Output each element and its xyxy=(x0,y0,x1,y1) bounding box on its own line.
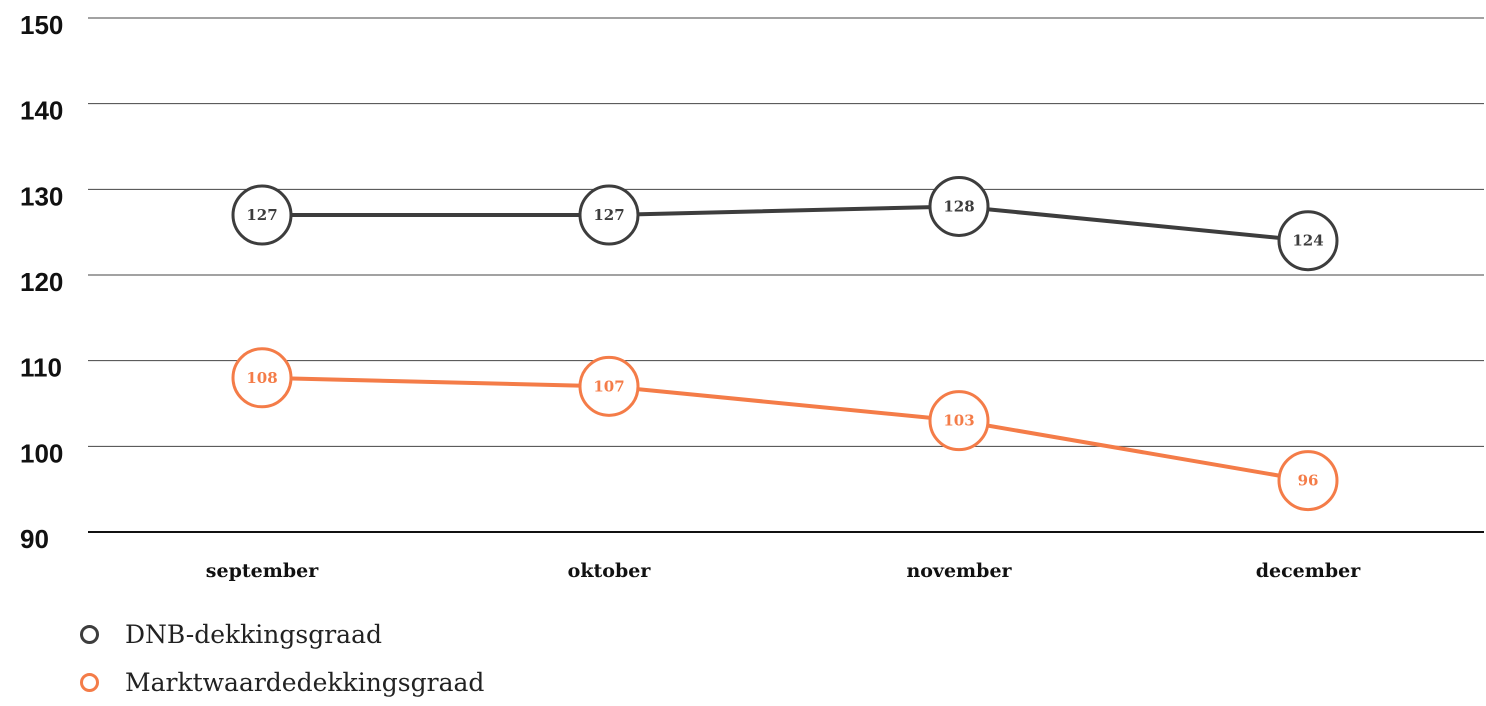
data-label: 127 xyxy=(593,206,624,224)
line-chart: 150 140 130 120 110 100 90 september oktober nov… xyxy=(20,10,1484,582)
data-point xyxy=(1277,450,1339,512)
data-point xyxy=(928,390,990,452)
x-tick-label: november xyxy=(906,560,1012,582)
y-tick-label: 100 xyxy=(20,438,63,468)
series-line xyxy=(261,375,1309,483)
data-label: 124 xyxy=(1292,232,1323,250)
data-point xyxy=(231,347,293,409)
y-tick-label: 130 xyxy=(20,181,63,211)
legend-label-dnb: DNB-dekkingsgraad xyxy=(125,619,382,649)
legend-item-dnb: DNB-dekkingsgraad xyxy=(80,610,484,658)
y-axis-ticks: 150 140 130 120 110 100 90 xyxy=(20,10,63,554)
legend-marker-marktwaarde xyxy=(80,672,99,692)
gridlines xyxy=(88,17,1484,533)
data-label: 128 xyxy=(943,197,974,215)
series-line xyxy=(262,204,1309,243)
data-label: 103 xyxy=(943,412,974,430)
data-label: 127 xyxy=(246,206,277,224)
y-tick-label: 150 xyxy=(20,10,63,40)
x-tick-label: december xyxy=(1256,560,1362,582)
legend-item-marktwaarde: Marktwaardedekkingsgraad xyxy=(80,658,484,706)
x-tick-label: september xyxy=(206,560,319,582)
legend-label-marktwaarde: Marktwaardedekkingsgraad xyxy=(125,667,485,697)
data-label: 107 xyxy=(593,377,624,395)
data-point xyxy=(231,184,293,246)
y-tick-label: 90 xyxy=(20,524,49,554)
data-point xyxy=(578,184,640,246)
data-point xyxy=(578,355,640,417)
series-group: 127 127 128 124 108 107 103 96 xyxy=(231,175,1339,512)
data-label: 108 xyxy=(246,369,277,387)
legend: DNB-dekkingsgraad Marktwaardedekkingsgra… xyxy=(80,610,484,706)
data-point xyxy=(1277,210,1339,272)
data-label: 96 xyxy=(1298,472,1319,490)
y-tick-label: 140 xyxy=(20,96,63,126)
y-tick-label: 120 xyxy=(20,267,63,297)
x-tick-label: oktober xyxy=(568,560,652,582)
y-tick-label: 110 xyxy=(20,353,62,383)
data-point xyxy=(928,175,990,237)
x-axis-ticks: september oktober november december xyxy=(206,560,1361,582)
legend-marker-dnb xyxy=(80,624,99,644)
